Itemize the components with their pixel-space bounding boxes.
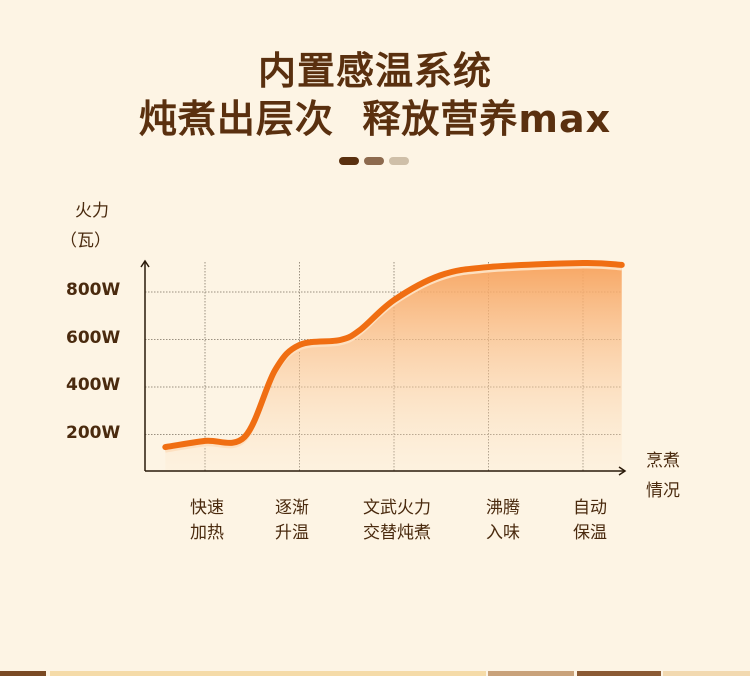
dot-3 xyxy=(389,157,409,165)
x-category-line2: 升温 xyxy=(275,523,309,543)
y-tick-label: 400W xyxy=(66,375,121,395)
next-section-image-1 xyxy=(0,671,46,676)
y-axis-arrow xyxy=(140,259,150,268)
x-category-label: 逐渐 升温 xyxy=(242,496,342,546)
x-category-line1: 快速 xyxy=(190,498,224,518)
y-tick-label: 600W xyxy=(66,327,121,348)
dot-2 xyxy=(364,157,384,165)
x-category-line1: 沸腾 xyxy=(486,498,520,518)
next-section-image-2 xyxy=(50,671,486,676)
pagination-dots xyxy=(339,157,409,165)
x-category-line1: 逐渐 xyxy=(275,498,309,518)
x-category-line2: 入味 xyxy=(486,523,520,543)
x-category-line2: 加热 xyxy=(190,523,224,543)
next-section-image-3 xyxy=(488,671,574,676)
area-fill xyxy=(165,264,622,470)
x-category-label: 快速 加热 xyxy=(157,496,257,546)
x-category-label: 自动 保温 xyxy=(540,496,640,546)
y-axis-label-2: （瓦） xyxy=(60,231,111,251)
y-tick-label: 800W xyxy=(66,280,121,300)
y-tick-label: 200W xyxy=(66,422,121,443)
next-section-image-4 xyxy=(577,671,661,676)
x-category-label: 沸腾 入味 xyxy=(453,496,553,546)
title-line-2: 炖煮出层次 释放营养max xyxy=(138,97,612,141)
x-axis-label-2: 情况 xyxy=(646,481,680,501)
dot-1 xyxy=(339,157,359,165)
x-category-line2: 保温 xyxy=(573,523,607,543)
x-category-line1: 自动 xyxy=(573,498,607,518)
x-category-label: 文武火力 交替炖煮 xyxy=(347,496,447,546)
y-axis-label-1: 火力 xyxy=(75,201,109,221)
x-axis-label-1: 烹煮 xyxy=(646,451,680,471)
power-curve xyxy=(162,259,625,451)
x-category-line2: 交替炖煮 xyxy=(363,523,431,543)
x-category-line1: 文武火力 xyxy=(363,498,431,518)
title-line-1: 内置感温系统 xyxy=(257,49,492,93)
x-axis-arrow xyxy=(618,466,627,476)
next-section-image-5 xyxy=(663,671,750,676)
